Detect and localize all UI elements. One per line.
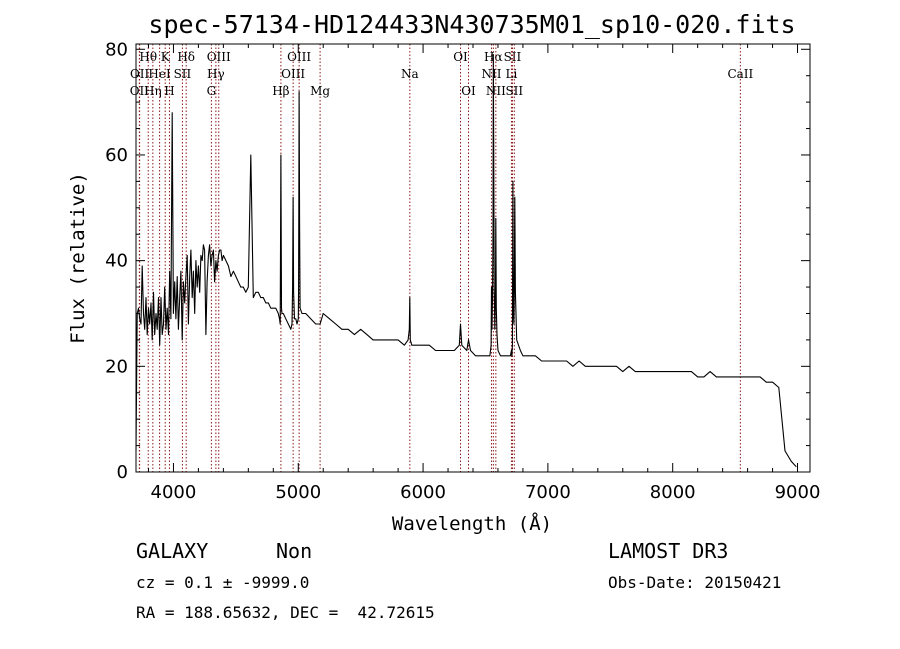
x-tick-label-4: 8000 [650, 482, 696, 503]
spectral-line-label-5: K [161, 50, 171, 64]
spectral-line-label-4: HeI [148, 67, 171, 81]
spectral-line-label-25: CaII [727, 67, 753, 81]
spectral-line-label-3: Hη [144, 84, 162, 98]
obs-date: Obs-Date: 20150421 [608, 573, 782, 592]
spectral-line-label-18: OI [461, 84, 476, 98]
y-tick-label-2: 40 [105, 251, 128, 272]
spectral-line-label-10: Hγ [207, 67, 225, 81]
x-tick-label-2: 6000 [400, 482, 446, 503]
x-tick-label-0: 4000 [151, 482, 197, 503]
spectral-line-label-1: OII [130, 67, 150, 81]
y-tick-label-0: 0 [117, 462, 128, 483]
coordinates-readout: RA = 188.65632, DEC = 42.72615 [136, 603, 435, 622]
spectral-line-label-24: SII [505, 84, 523, 98]
object-class: GALAXY [136, 539, 209, 563]
axis-ticks: 4000 5000 6000 7000 8000 9000 0 20 40 60 80 [105, 39, 820, 503]
redshift-readout: cz = 0.1 ± -9999.0 [136, 573, 310, 592]
spectral-line-label-6: H [164, 84, 174, 98]
spectral-line-label-8: SII [174, 67, 192, 81]
y-axis-label: Flux (relative) [67, 172, 89, 344]
spectral-line-label-12: Hβ [272, 84, 289, 98]
spectral-line-label-16: Na [401, 67, 419, 81]
spectral-line-label-22: SII [504, 50, 522, 64]
spectral-line-label-19: NII [481, 67, 501, 81]
spectral-line-label-17: OI [453, 50, 468, 64]
spectrum-line [135, 54, 797, 468]
chart-title: spec-57134-HD124433N430735M01_sp10-020.f… [148, 10, 795, 39]
spectral-line-label-13: OIII [281, 67, 305, 81]
x-tick-label-5: 9000 [775, 482, 821, 503]
spectral-line-label-23: Li [506, 67, 518, 81]
y-tick-label-1: 20 [105, 356, 128, 377]
survey-name: LAMOST DR3 [608, 539, 729, 563]
object-subclass: Non [276, 539, 313, 563]
spectral-line-label-7: Hδ [177, 50, 195, 64]
x-axis-label: Wavelength (Å) [392, 512, 552, 535]
x-tick-label-1: 5000 [275, 482, 321, 503]
spectral-line-label-14: OIII [287, 50, 311, 64]
spectral-line-label-9: OIII [207, 50, 231, 64]
spectral-line-label-15: Mg [310, 84, 330, 98]
spectral-line-label-11: G [207, 84, 217, 98]
y-tick-label-4: 80 [105, 39, 128, 60]
spectral-line-label-21: NII [486, 84, 506, 98]
spectral-line-label-2: Hθ [139, 50, 157, 64]
plot-frame [135, 43, 811, 473]
x-tick-label-3: 7000 [525, 482, 571, 503]
spectrum-series [135, 54, 797, 468]
y-tick-label-3: 60 [105, 145, 128, 166]
